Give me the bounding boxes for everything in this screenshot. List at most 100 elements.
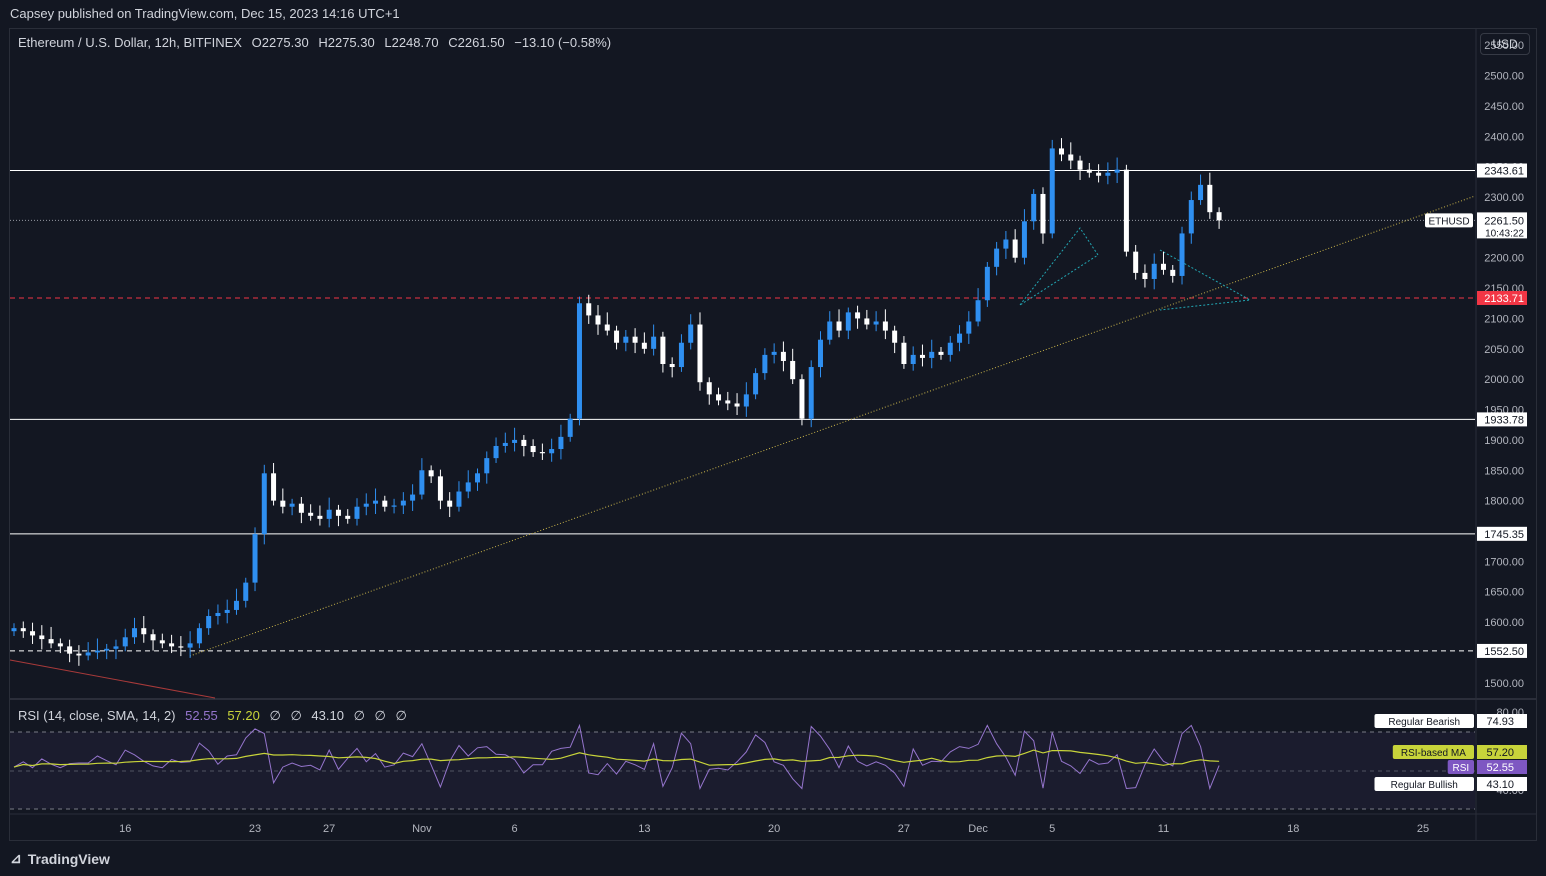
candle-body bbox=[215, 612, 221, 617]
price-tick-label: 2550.00 bbox=[1484, 40, 1524, 52]
candle-body bbox=[836, 321, 842, 331]
countdown-label: 10:43:22 bbox=[1485, 228, 1524, 239]
candle-body bbox=[317, 515, 323, 519]
candle-body bbox=[1133, 251, 1139, 273]
rsi-na-3: ∅ bbox=[353, 708, 365, 723]
candle-body bbox=[576, 303, 582, 419]
candle-body bbox=[604, 324, 610, 331]
candle-body bbox=[326, 509, 332, 519]
candle-body bbox=[243, 582, 249, 601]
candle-body bbox=[790, 360, 796, 380]
tradingview-brand: ⊿ TradingView bbox=[10, 850, 110, 867]
candle-body bbox=[280, 500, 286, 507]
candle-body bbox=[456, 491, 462, 507]
price-tick-label: 1850.00 bbox=[1484, 465, 1524, 477]
candle-body bbox=[994, 248, 1000, 267]
candle-body bbox=[743, 394, 749, 407]
price-tick-label: 2000.00 bbox=[1484, 374, 1524, 386]
candle-body bbox=[1207, 184, 1213, 213]
price-tick-label: 2200.00 bbox=[1484, 253, 1524, 265]
rsi-ma-value: 57.20 bbox=[227, 708, 260, 723]
ohlc-change: −13.10 (−0.58%) bbox=[514, 35, 612, 50]
candle-body bbox=[873, 321, 879, 325]
candle-body bbox=[984, 266, 990, 301]
candle-body bbox=[892, 330, 898, 343]
candle-body bbox=[651, 336, 657, 349]
candle-body bbox=[1114, 169, 1120, 173]
candle-body bbox=[1096, 172, 1102, 176]
candle-body bbox=[882, 321, 888, 331]
candle-body bbox=[57, 643, 63, 647]
candle-body bbox=[864, 318, 870, 325]
price-tick-label: 1500.00 bbox=[1484, 678, 1524, 690]
price-tick-label: 2450.00 bbox=[1484, 101, 1524, 113]
time-tick-label: 11 bbox=[1158, 823, 1169, 835]
candle-body bbox=[595, 315, 601, 325]
ascending-trendline bbox=[189, 195, 1476, 657]
candle-body bbox=[1086, 169, 1092, 173]
rsi-na-2: ∅ bbox=[290, 708, 302, 723]
rsi-legend: RSI (14, close, SMA, 14, 2) 52.55 57.20 … bbox=[18, 708, 407, 724]
rsi-tag-value: 43.10 bbox=[1486, 779, 1514, 791]
pattern-drawing bbox=[1019, 227, 1099, 306]
ohlc-close: C2261.50 bbox=[448, 35, 505, 50]
level-label: 1933.78 bbox=[1484, 414, 1524, 426]
candle-body bbox=[614, 330, 620, 343]
level-label-box bbox=[1477, 643, 1527, 658]
rsi-tag-value-box bbox=[1477, 714, 1527, 728]
symbol-name[interactable]: Ethereum / U.S. Dollar, 12h, BITFINEX bbox=[18, 35, 242, 50]
candle-body bbox=[697, 324, 703, 383]
level-label-box bbox=[1477, 412, 1527, 427]
price-tick-label: 1900.00 bbox=[1484, 435, 1524, 447]
time-tick-label: Dec bbox=[968, 823, 988, 835]
price-tick-label: 2300.00 bbox=[1484, 192, 1524, 204]
level-label: 1552.50 bbox=[1484, 646, 1524, 658]
price-tick-label: 2050.00 bbox=[1484, 344, 1524, 356]
currency-button[interactable]: USD bbox=[1480, 33, 1530, 55]
price-tick-label: 2500.00 bbox=[1484, 71, 1524, 83]
time-tick-label: 27 bbox=[898, 823, 910, 835]
candle-body bbox=[11, 628, 17, 632]
candle-body bbox=[567, 418, 573, 437]
level-label: 2343.61 bbox=[1484, 166, 1524, 178]
descending-trendline bbox=[9, 659, 216, 699]
candle-body bbox=[410, 494, 416, 501]
candle-body bbox=[558, 436, 564, 450]
time-tick-label: 6 bbox=[512, 823, 518, 835]
time-tick-label: 13 bbox=[638, 823, 650, 835]
time-tick-label: 18 bbox=[1287, 823, 1299, 835]
candle-body bbox=[1059, 148, 1065, 155]
last-price-label: 2261.50 bbox=[1484, 215, 1524, 227]
candle-body bbox=[716, 394, 722, 401]
candle-body bbox=[632, 336, 638, 343]
brand-name: TradingView bbox=[27, 850, 110, 867]
tradingview-logo-icon: ⊿ bbox=[10, 850, 22, 866]
rsi-tag-value: 57.20 bbox=[1486, 747, 1514, 759]
candle-body bbox=[308, 512, 314, 516]
candle-body bbox=[76, 653, 82, 656]
candle-body bbox=[419, 470, 425, 495]
candle-body bbox=[799, 379, 805, 419]
candle-body bbox=[1160, 263, 1166, 270]
candle-body bbox=[1198, 184, 1204, 201]
time-tick-label: 5 bbox=[1049, 823, 1055, 835]
candle-body bbox=[1012, 239, 1018, 258]
candle-body bbox=[475, 473, 480, 483]
rsi-tag-label-box bbox=[1392, 745, 1474, 759]
time-tick-label: 27 bbox=[323, 823, 335, 835]
level-label: 1745.35 bbox=[1484, 529, 1524, 541]
candle-body bbox=[400, 500, 406, 506]
candle-body bbox=[1170, 269, 1176, 276]
rsi-tag-label-box bbox=[1374, 714, 1474, 728]
candle-body bbox=[196, 628, 202, 644]
price-tick-label: 2100.00 bbox=[1484, 313, 1524, 325]
candle-body bbox=[530, 445, 536, 453]
candle-body bbox=[669, 364, 675, 368]
symbol-legend: Ethereum / U.S. Dollar, 12h, BITFINEX O2… bbox=[18, 35, 611, 50]
rsi-tag-value-box bbox=[1477, 760, 1527, 774]
price-tick-label: 1600.00 bbox=[1484, 617, 1524, 629]
ohlc-high: H2275.30 bbox=[318, 35, 375, 50]
rsi-indicator-label[interactable]: RSI (14, close, SMA, 14, 2) bbox=[18, 708, 176, 723]
candle-body bbox=[975, 300, 981, 322]
